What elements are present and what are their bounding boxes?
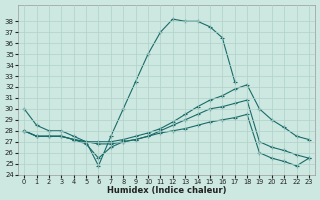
X-axis label: Humidex (Indice chaleur): Humidex (Indice chaleur) bbox=[107, 186, 226, 195]
